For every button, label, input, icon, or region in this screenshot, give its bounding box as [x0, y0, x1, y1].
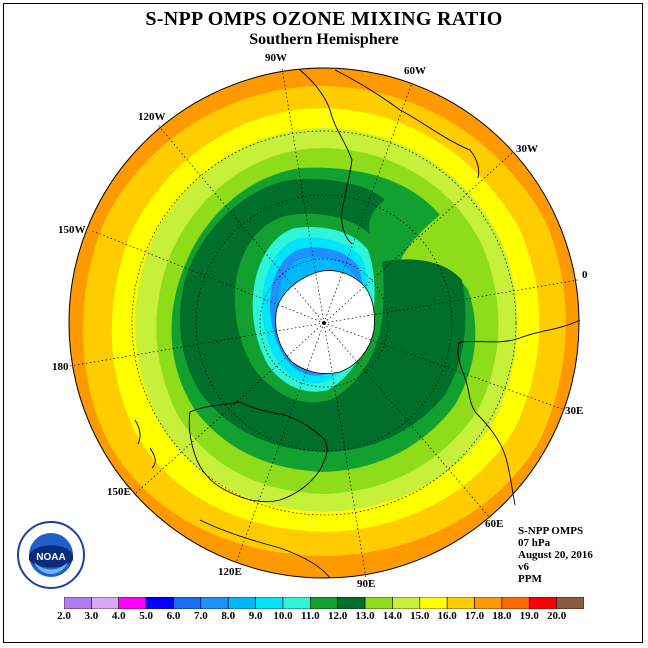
- lon-label-60e: 60E: [485, 518, 503, 530]
- colorbar-swatch: [474, 597, 503, 609]
- colorbar-tick-label: 5.0: [139, 610, 153, 622]
- australia-coast: [188, 401, 328, 503]
- lon-label-60w: 60W: [404, 65, 426, 77]
- lon-label-120e: 120E: [218, 566, 242, 578]
- colorbar-tick-label: 9.0: [248, 610, 263, 622]
- colorbar-swatch: [282, 597, 311, 609]
- colorbar-tick-label: 7.0: [193, 610, 208, 622]
- colorbar-tick-label: 15.0: [410, 610, 430, 622]
- lon-label-30e: 30E: [565, 405, 583, 417]
- colorbar-swatch: [227, 597, 256, 609]
- colorbar-swatch: [255, 597, 284, 609]
- meridian-60e: [323, 322, 491, 519]
- map-boundary: [68, 67, 580, 579]
- colorbar: [64, 597, 584, 609]
- colorbar-tick-label: 11.0: [300, 610, 320, 622]
- pressure-level-label: 07 hPa: [518, 537, 551, 549]
- lon-label-90w: 90W: [265, 52, 287, 64]
- colorbar-tick-label: 18.0: [492, 610, 512, 622]
- colorbar-tick-label: 12.0: [328, 610, 348, 622]
- colorbar-tick-label: 2.0: [57, 610, 71, 622]
- lon-label-30w: 30W: [516, 143, 538, 155]
- coastlines: [134, 69, 581, 579]
- colorbar-swatch: [310, 597, 338, 609]
- lon-label-150w: 150W: [58, 224, 86, 236]
- lat-circle-70s: [259, 258, 389, 388]
- colorbar-tick-label: 3.0: [84, 610, 99, 622]
- colorbar-swatch: [337, 597, 366, 609]
- colorbar-tick-label: 20.0: [547, 610, 567, 622]
- map-title: S-NPP OMPS OZONE MIXING RATIO: [145, 8, 503, 30]
- meridian-90e: [323, 322, 367, 579]
- colorbar-swatch: [392, 597, 421, 609]
- colorbar-swatch: [556, 597, 584, 609]
- new-zealand-coast: [134, 419, 156, 469]
- colorbar-swatch: [446, 597, 475, 609]
- indonesia-coast: [199, 519, 331, 579]
- lat-circle-30s: [131, 130, 517, 516]
- meridian-0: [323, 279, 579, 324]
- meridian-90w: [281, 67, 325, 324]
- south-pole-dot: [322, 321, 326, 325]
- colorbar-tick-label: 14.0: [382, 610, 403, 622]
- africa-coast: [457, 319, 581, 506]
- colorbar-tick-label: 10.0: [273, 610, 293, 622]
- colorbar-swatch: [173, 597, 202, 609]
- meridian-120w: [157, 124, 325, 324]
- date-label: August 20, 2016: [518, 549, 593, 561]
- colorbar-swatch: [364, 597, 393, 609]
- colorbar-tick-label: 4.0: [111, 610, 126, 622]
- version-label: v6: [518, 561, 529, 573]
- lon-label-0: 0: [582, 269, 588, 281]
- colorbar-tick-label: 19.0: [519, 610, 539, 622]
- lon-label-180: 180: [52, 361, 69, 373]
- colorbar-swatch: [528, 597, 557, 609]
- figure-frame: [3, 3, 643, 643]
- colorbar-tick-label: 6.0: [166, 610, 181, 622]
- meridian-120e: [235, 322, 325, 564]
- info-block: S-NPP OMPS 07 hPa August 20, 2016 v6 PPM: [518, 525, 593, 585]
- noaa-logo-text: NOAA: [36, 552, 65, 563]
- lon-label-120w: 120W: [138, 111, 166, 123]
- instrument-label: S-NPP OMPS: [518, 525, 584, 537]
- lon-label-90e: 90E: [357, 578, 375, 590]
- colorbar-swatch: [145, 597, 174, 609]
- meridian-30e: [323, 322, 566, 411]
- colorbar-tick-label: 13.0: [355, 610, 375, 622]
- colorbar-swatch: [200, 597, 229, 609]
- colorbar-tick-label: 8.0: [221, 610, 236, 622]
- colorbar-tick-label: 17.0: [464, 610, 485, 622]
- lon-label-150e: 150E: [107, 486, 131, 498]
- meridian-60w: [323, 82, 413, 324]
- map-subtitle: Southern Hemisphere: [249, 31, 399, 48]
- colorbar-swatch: [91, 597, 120, 609]
- graticule: [69, 67, 579, 579]
- colorbar-swatch: [118, 597, 147, 609]
- colorbar-swatch: [64, 597, 92, 609]
- meridian-180: [69, 322, 325, 367]
- colorbar-swatch: [419, 597, 448, 609]
- colorbar-tick-label: 16.0: [437, 610, 457, 622]
- lat-circle-50s: [195, 194, 453, 452]
- colorbar-swatch: [501, 597, 530, 609]
- south-america-coast: [299, 69, 480, 245]
- units-label: PPM: [518, 573, 542, 585]
- noaa-logo: NOAA: [17, 521, 85, 589]
